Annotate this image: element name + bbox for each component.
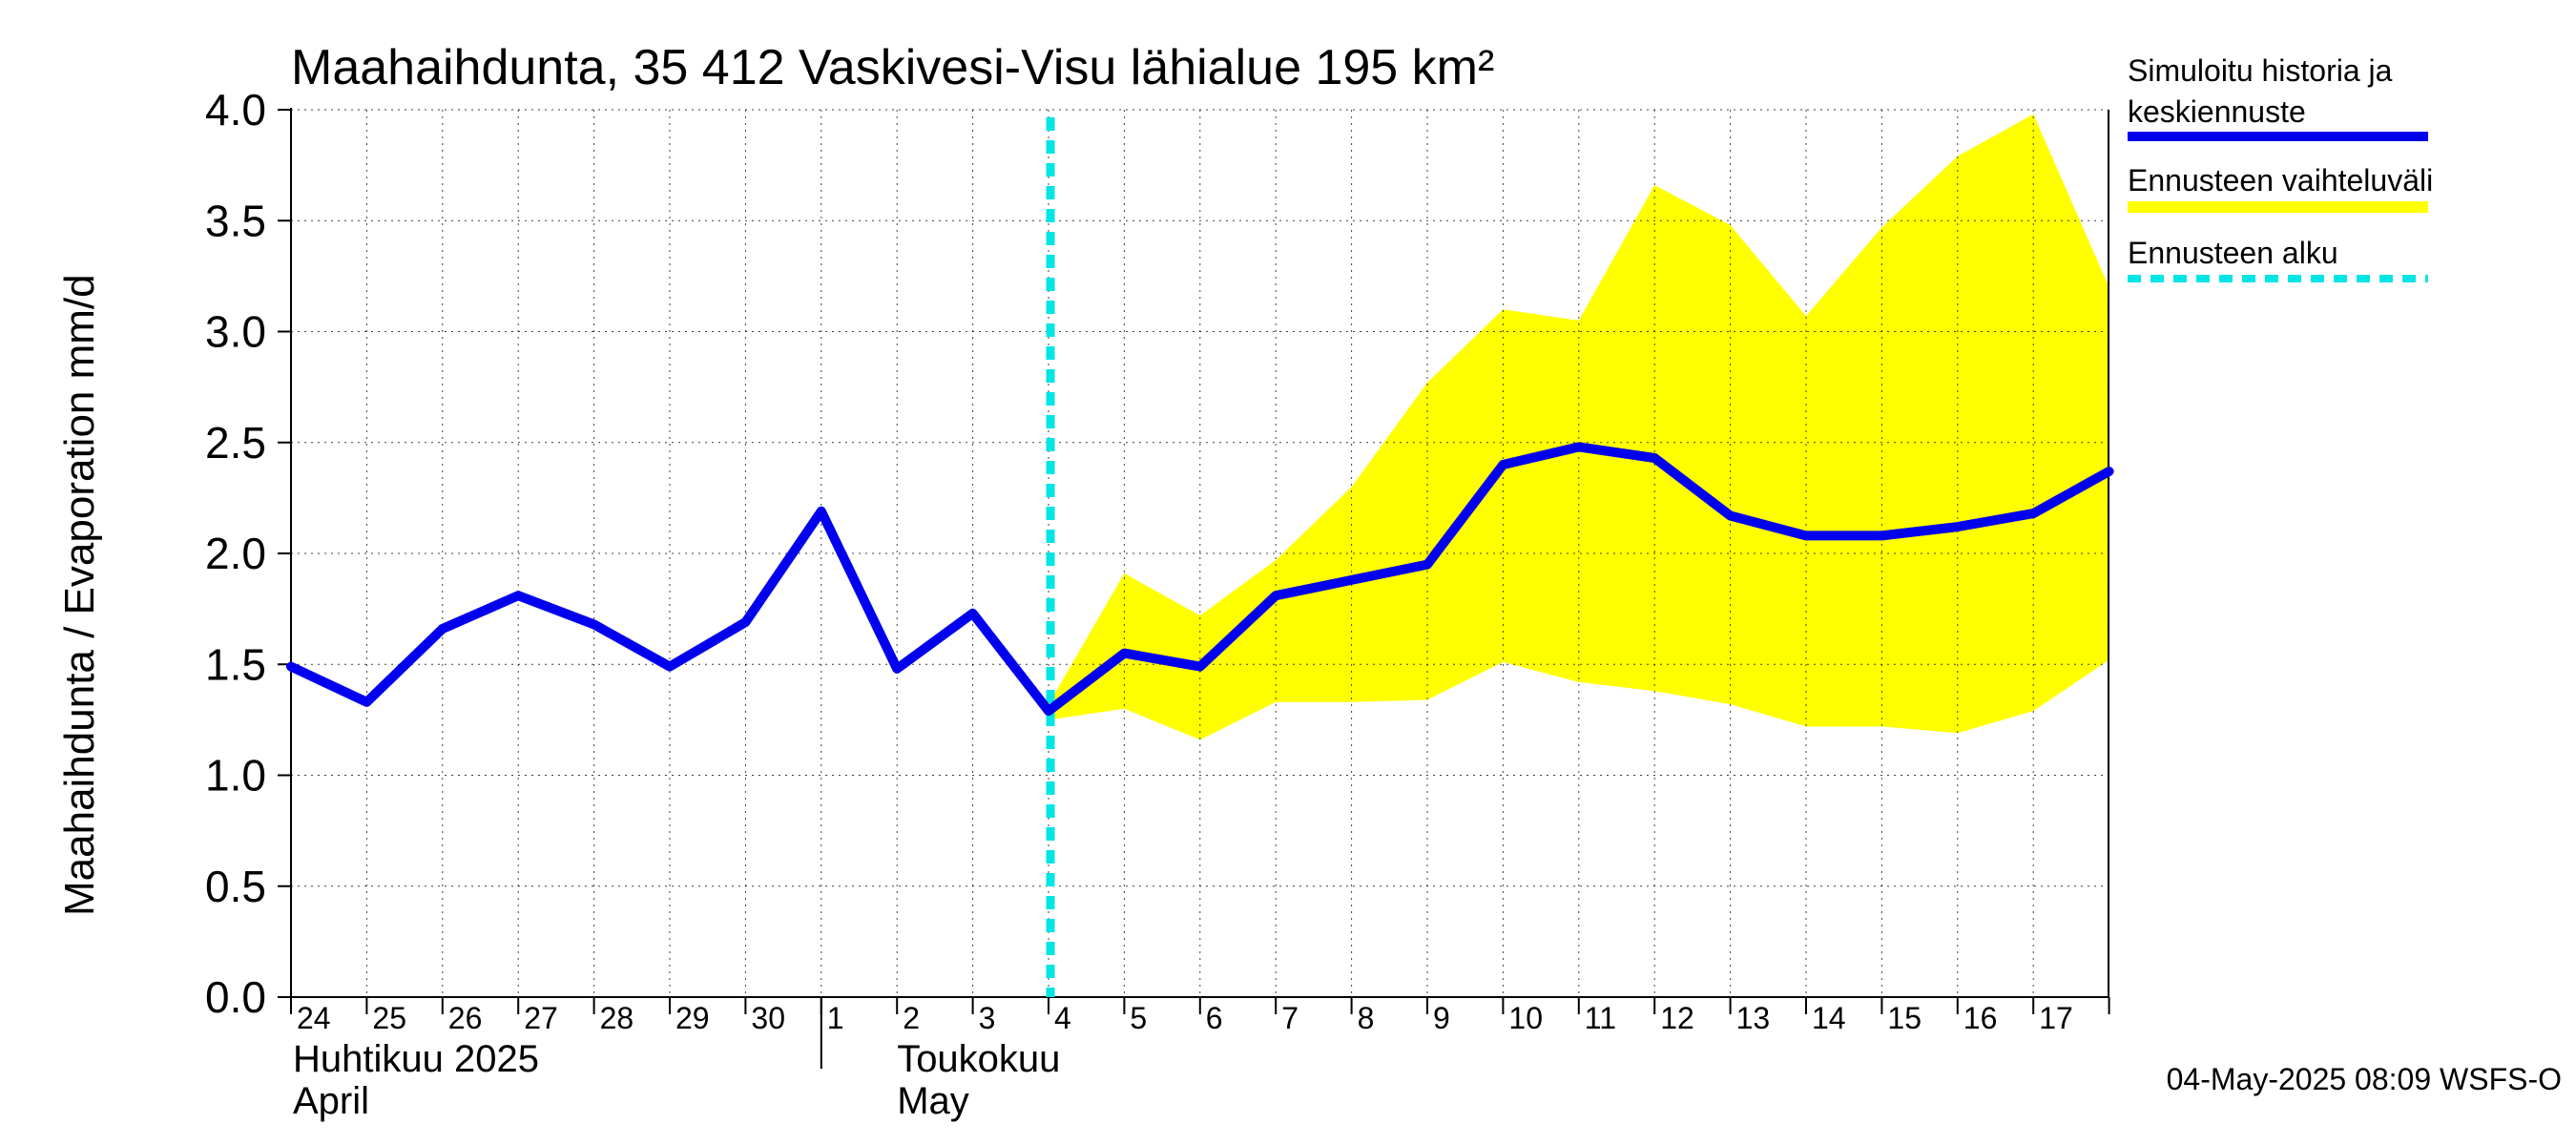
mean-line-layer [286, 117, 2114, 997]
x-tick-label: 4 [1054, 1001, 1071, 1035]
month-label: Huhtikuu 2025 [293, 1038, 539, 1080]
legend-label-forecast-start: Ennusteen alku [2128, 236, 2338, 270]
y-tick-label: 2.0 [205, 529, 266, 578]
x-tick-label: 16 [1963, 1001, 1998, 1035]
x-tick-label: 29 [675, 1001, 710, 1035]
y-tick-label: 4.0 [205, 85, 266, 135]
series-line-simulated [286, 442, 2114, 717]
x-tick-label: 6 [1206, 1001, 1223, 1035]
y-tick-label: 0.5 [205, 862, 266, 911]
y-tick-label: 0.0 [205, 972, 266, 1022]
x-tick-label: 9 [1433, 1001, 1450, 1035]
y-tick-label: 1.5 [205, 639, 266, 689]
legend-label-simulated-line2: keskiennuste [2128, 94, 2306, 129]
legend-label-simulated-line1: Simuloitu historia ja [2128, 53, 2393, 88]
y-tick-label: 3.5 [205, 196, 266, 245]
x-tick-label: 13 [1736, 1001, 1771, 1035]
x-tick-label: 1 [827, 1001, 844, 1035]
x-tick-label: 12 [1660, 1001, 1694, 1035]
axis-labels-layer: 0.00.51.01.52.02.53.03.54.024 25 26 27 28 29 3… [205, 85, 2073, 1122]
legend: Simuloitu historia ja keskiennuste Ennus… [2128, 53, 2433, 282]
x-tick-label: 24 [297, 1001, 331, 1035]
x-tick-label: 25 [372, 1001, 406, 1035]
month-label-english: April [293, 1080, 369, 1122]
x-tick-label: 5 [1130, 1001, 1147, 1035]
y-tick-label: 1.0 [205, 751, 266, 801]
x-tick-label: 30 [751, 1001, 785, 1035]
legend-label-range: Ennusteen vaihteluväli [2128, 163, 2433, 198]
y-tick-label: 3.0 [205, 307, 266, 357]
x-tick-label: 17 [2039, 1001, 2073, 1035]
x-tick-label: 15 [1887, 1001, 1922, 1035]
x-tick-label: 3 [979, 1001, 996, 1035]
x-tick-label: 14 [1812, 1001, 1846, 1035]
grid-layer [291, 109, 2110, 997]
x-tick-label: 11 [1585, 1001, 1616, 1035]
x-tick-label: 2 [903, 1001, 920, 1035]
x-tick-label: 26 [448, 1001, 483, 1035]
x-tick-label: 28 [600, 1001, 634, 1035]
y-axis-label: Maahaihdunta / Evaporation mm/d [56, 274, 103, 916]
month-label: Toukokuu [897, 1038, 1060, 1080]
x-tick-label: 8 [1358, 1001, 1375, 1035]
y-tick-label: 2.5 [205, 418, 266, 468]
month-label-english: May [897, 1080, 969, 1122]
axis-layer [278, 108, 2110, 1069]
x-tick-label: 10 [1508, 1001, 1543, 1035]
footer-timestamp: 04-May-2025 08:09 WSFS-O [2167, 1062, 2562, 1096]
x-tick-label: 27 [524, 1001, 558, 1035]
chart-title: Maahaihdunta, 35 412 Vaskivesi-Visu lähi… [291, 40, 1494, 95]
x-tick-label: 7 [1281, 1001, 1298, 1035]
